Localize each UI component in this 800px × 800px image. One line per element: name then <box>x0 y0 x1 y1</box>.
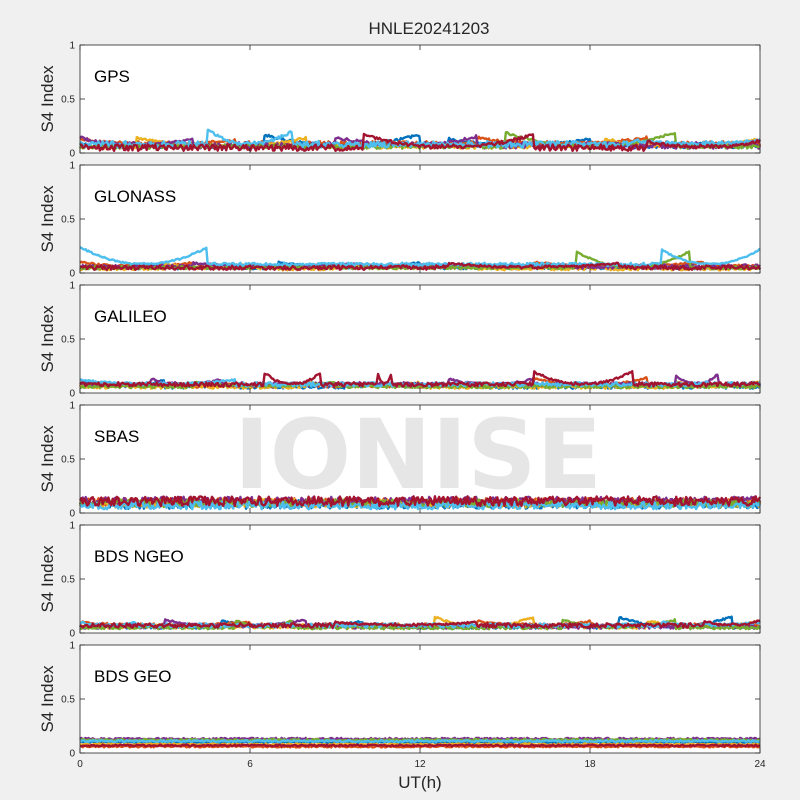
y-tick-label: 0.5 <box>61 695 75 706</box>
y-tick-label: 0 <box>69 629 75 640</box>
series-trace <box>79 500 762 511</box>
y-tick-label: 0 <box>69 149 75 160</box>
y-tick-label: 1 <box>69 641 75 652</box>
y-tick-label: 0 <box>69 749 75 760</box>
plot-area <box>80 525 760 633</box>
constellation-label: BDS NGEO <box>94 547 184 566</box>
y-axis-label: S4 Index <box>38 65 57 133</box>
plot-area <box>80 645 760 753</box>
y-tick-label: 0.5 <box>61 575 75 586</box>
series-trace <box>79 739 760 744</box>
x-tick-label: 18 <box>584 759 596 770</box>
y-tick-label: 0 <box>69 509 75 520</box>
y-tick-label: 1 <box>69 401 75 412</box>
constellation-label: GLONASS <box>94 187 176 206</box>
y-tick-label: 0.5 <box>61 455 75 466</box>
panel-gps: 0 0.5 1 S4 Index GPS <box>38 41 762 160</box>
y-tick-label: 0 <box>69 389 75 400</box>
panel-bds-geo: 0 0.5 1 0 6 12 18 24 S4 Index BDS GEO <box>38 641 766 771</box>
x-tick-label: 0 <box>77 759 83 770</box>
constellation-label: BDS GEO <box>94 667 171 686</box>
y-tick-label: 1 <box>69 41 75 52</box>
series-trace <box>79 261 762 271</box>
y-tick-label: 0.5 <box>61 215 75 226</box>
plot-area <box>80 405 760 513</box>
y-axis-label: S4 Index <box>38 185 57 253</box>
constellation-label: GALILEO <box>94 307 167 326</box>
panel-glonass: 0 0.5 1 S4 Index GLONASS <box>38 161 762 280</box>
figure-title: HNLE20241203 <box>369 19 490 38</box>
panel-galileo: 0 0.5 1 S4 Index GALILEO <box>38 281 762 400</box>
x-tick-label: 24 <box>754 759 766 770</box>
plot-area <box>80 45 760 153</box>
plot-area <box>80 165 760 273</box>
constellation-label: GPS <box>94 67 130 86</box>
series-trace <box>79 132 762 152</box>
series-trace <box>79 619 761 629</box>
series-6 <box>78 495 762 508</box>
y-axis-label: S4 Index <box>38 545 57 613</box>
series-5 <box>79 246 761 268</box>
y-tick-label: 0 <box>69 269 75 280</box>
y-tick-label: 1 <box>69 521 75 532</box>
series-6 <box>79 619 761 629</box>
series-trace <box>79 370 760 388</box>
panel-sbas: 0 0.5 1 S4 Index SBAS <box>38 401 762 520</box>
series-trace <box>79 246 761 268</box>
constellation-label: SBAS <box>94 427 139 446</box>
y-tick-label: 0.5 <box>61 335 75 346</box>
watermark-text: IONISE <box>234 399 602 511</box>
y-tick-label: 1 <box>69 281 75 292</box>
series-5 <box>79 500 762 511</box>
series-6 <box>79 743 761 748</box>
series-6 <box>79 370 760 388</box>
x-tick-label: 12 <box>414 759 426 770</box>
series-trace <box>79 743 761 748</box>
panel-bds-ngeo: 0 0.5 1 S4 Index BDS NGEO <box>38 521 762 640</box>
x-axis-label: UT(h) <box>398 773 441 792</box>
plot-area <box>80 285 760 393</box>
series-trace <box>78 495 762 508</box>
y-tick-label: 1 <box>69 161 75 172</box>
y-axis-label: S4 Index <box>38 305 57 373</box>
y-axis-label: S4 Index <box>38 665 57 733</box>
x-tick-label: 6 <box>247 759 253 770</box>
panels-group: 0 0.5 1 S4 Index GPS 0 0.5 1 S4 Index GLONASS 0 0.5… <box>38 41 766 771</box>
y-axis-label: S4 Index <box>38 425 57 493</box>
series-5 <box>79 739 760 744</box>
series-6 <box>79 261 762 271</box>
y-tick-label: 0.5 <box>61 95 75 106</box>
series-6 <box>79 132 762 152</box>
